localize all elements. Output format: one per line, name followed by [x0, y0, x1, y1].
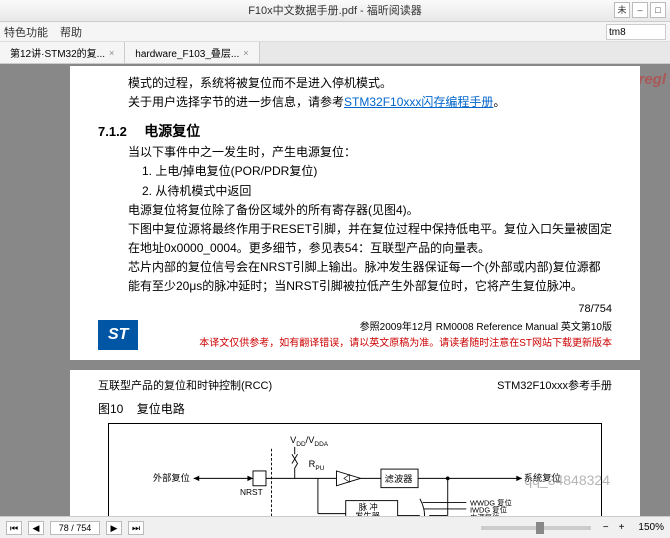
nav-first-icon[interactable]: ⏮ — [6, 521, 22, 535]
min-icon[interactable]: – — [632, 2, 648, 18]
svg-text:滤波器: 滤波器 — [385, 473, 413, 484]
figure-caption: 图10 复位电路 — [98, 400, 612, 419]
body-text: 电源复位将复位除了备份区域外的所有寄存器(见图4)。 — [128, 201, 612, 220]
status-bar: ⏮ ◀ ▶ ⏭ − + 150% — [0, 516, 670, 538]
zoom-plus[interactable]: + — [619, 522, 625, 533]
title-bar: F10x中文数据手册.pdf - 福昕阅读器 未 – □ — [0, 0, 670, 22]
svg-text:NRST: NRST — [240, 487, 263, 497]
page-number: 78/754 — [98, 301, 612, 319]
close-icon[interactable]: × — [243, 48, 248, 58]
menu-features[interactable]: 特色功能 — [4, 24, 48, 40]
page-input[interactable] — [50, 521, 100, 535]
page-2: 互联型产品的复位和时钟控制(RCC) STM32F10xxx参考手册 图10 复… — [70, 370, 640, 516]
disclaimer-text: 本译文仅供参考，如有翻译错误，请以英文原稿为准。请读者随时注意在ST网站下载更新… — [146, 336, 612, 352]
close-icon[interactable]: × — [109, 48, 114, 58]
body-text: 当以下事件中之一发生时，产生电源复位： — [128, 143, 612, 162]
page-1: 模式的过程，系统将被复位而不是进入停机模式。 关于用户选择字节的进一步信息，请参… — [70, 66, 640, 360]
tab-bar: 第12讲·STM32的复...× hardware_F103_叠层...× — [0, 42, 670, 64]
reference-text: 参照2009年12月 RM0008 Reference Manual 英文第10… — [146, 320, 612, 336]
zoom-level: 150% — [638, 522, 664, 533]
body-text: 下图中复位源将最终作用于RESET引脚，并在复位过程中保持低电平。复位入口矢量被… — [128, 220, 612, 258]
link-flash-manual[interactable]: STM32F10xxx闪存编程手册 — [344, 95, 493, 109]
tab-2[interactable]: hardware_F103_叠层...× — [125, 42, 259, 63]
section-heading: 7.1.2 电源复位 — [98, 120, 612, 143]
status-badge: 未 — [614, 2, 630, 18]
body-text: 芯片内部的复位信号会在NRST引脚上输出。脉冲发生器保证每一个(外部或内部)复位… — [128, 258, 612, 296]
tab-1[interactable]: 第12讲·STM32的复...× — [0, 42, 125, 63]
circuit-svg: VDD/VDDA RPU 外部复位 NRST 滤波器 系统复位 — [119, 432, 591, 516]
figure-diagram: VDD/VDDA RPU 外部复位 NRST 滤波器 系统复位 — [108, 423, 602, 516]
nav-last-icon[interactable]: ⏭ — [128, 521, 144, 535]
max-icon[interactable]: □ — [650, 2, 666, 18]
list-item: 1. 上电/掉电复位(POR/PDR复位) — [142, 162, 612, 181]
st-logo: ST — [98, 320, 138, 350]
body-text: 模式的过程，系统将被复位而不是进入停机模式。 — [128, 74, 612, 93]
list-item: 2. 从待机模式中返回 — [142, 182, 612, 201]
menu-bar: 特色功能 帮助 — [0, 22, 670, 42]
page-header: 互联型产品的复位和时钟控制(RCC) STM32F10xxx参考手册 — [98, 378, 612, 396]
zoom-minus[interactable]: − — [603, 522, 609, 533]
zoom-slider[interactable] — [481, 526, 591, 530]
section-number: 7.1.2 — [98, 124, 127, 139]
nav-prev-icon[interactable]: ◀ — [28, 521, 44, 535]
slider-thumb[interactable] — [536, 522, 544, 534]
body-text: 关于用户选择字节的进一步信息，请参考STM32F10xxx闪存编程手册。 — [128, 93, 612, 112]
svg-text:外部复位: 外部复位 — [153, 472, 190, 483]
svg-text:RPU: RPU — [309, 459, 325, 472]
svg-text:VDD/VDDA: VDD/VDDA — [290, 435, 329, 448]
search-input[interactable] — [606, 24, 666, 40]
content-area: 野火 firegl 模式的过程，系统将被复位而不是进入停机模式。 关于用户选择字… — [0, 64, 670, 516]
nav-next-icon[interactable]: ▶ — [106, 521, 122, 535]
header-right: STM32F10xxx参考手册 — [497, 378, 612, 396]
menu-help[interactable]: 帮助 — [60, 24, 82, 40]
window-title: F10x中文数据手册.pdf - 福昕阅读器 — [248, 5, 422, 17]
header-left: 互联型产品的复位和时钟控制(RCC) — [98, 378, 272, 396]
overlay-watermark: qq_34848324 — [524, 472, 610, 488]
section-title: 电源复位 — [144, 123, 200, 139]
